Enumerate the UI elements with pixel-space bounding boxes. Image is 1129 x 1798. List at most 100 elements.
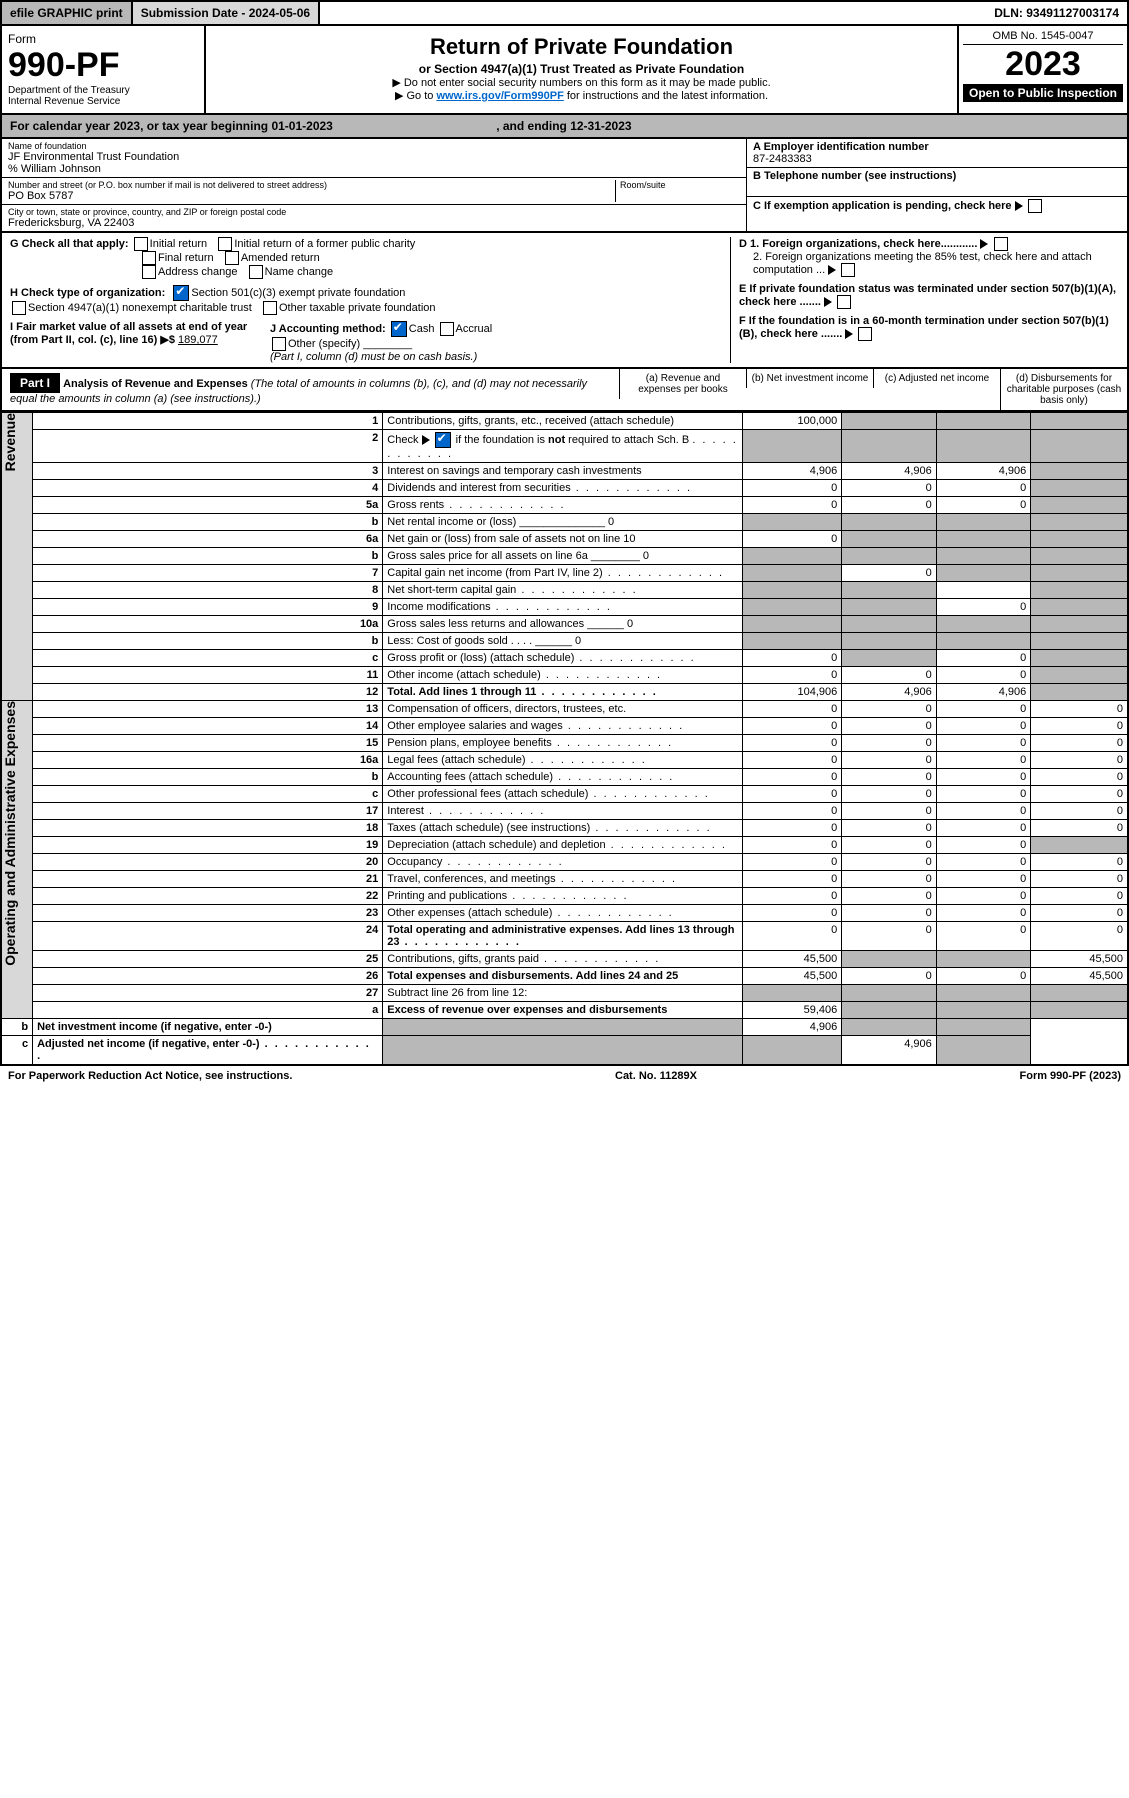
cell-value	[1031, 599, 1128, 616]
table-row: 10aGross sales less returns and allowanc…	[1, 616, 1128, 633]
cb-amended[interactable]	[225, 251, 239, 265]
cell-value: 0	[842, 922, 936, 951]
table-row: 23Other expenses (attach schedule)0000	[1, 905, 1128, 922]
note1: ▶ Do not enter social security numbers o…	[212, 76, 951, 89]
cell-value	[936, 985, 1030, 1002]
cell-value: 4,906	[936, 684, 1030, 701]
ein-row: A Employer identification number87-24833…	[747, 139, 1127, 168]
line-number: b	[1, 1019, 33, 1036]
cell-value: 0	[936, 968, 1030, 985]
cell-value	[1031, 582, 1128, 599]
line-number: 1	[33, 413, 383, 430]
line-number: 18	[33, 820, 383, 837]
line-number: 5a	[33, 497, 383, 514]
cell-value: 0	[936, 837, 1030, 854]
cell-value: 4,906	[743, 1019, 842, 1036]
entity-left: Name of foundationJF Environmental Trust…	[2, 139, 746, 231]
cell-value: 0	[842, 854, 936, 871]
cb-address[interactable]	[142, 265, 156, 279]
cell-value: 0	[842, 752, 936, 769]
cell-value	[936, 430, 1030, 463]
cell-value: 0	[743, 667, 842, 684]
line-number: 24	[33, 922, 383, 951]
cell-value	[936, 951, 1030, 968]
checks-left: G Check all that apply: Initial return I…	[10, 237, 730, 363]
open-inspection: Open to Public Inspection	[963, 84, 1123, 102]
cb-d1[interactable]	[994, 237, 1008, 251]
cb-e[interactable]	[837, 295, 851, 309]
cb-501c3[interactable]	[173, 285, 189, 301]
cb-d2[interactable]	[841, 263, 855, 277]
cell-value: 4,906	[842, 684, 936, 701]
line-number: 26	[33, 968, 383, 985]
cell-value: 0	[842, 701, 936, 718]
revenue-label: Revenue	[1, 413, 33, 701]
cb-initial-former[interactable]	[218, 237, 232, 251]
line-desc: Interest	[383, 803, 743, 820]
cb-initial[interactable]	[134, 237, 148, 251]
table-row: 7Capital gain net income (from Part IV, …	[1, 565, 1128, 582]
line-desc: Adjusted net income (if negative, enter …	[33, 1036, 383, 1066]
cell-value	[842, 599, 936, 616]
table-row: 20Occupancy0000	[1, 854, 1128, 871]
line-desc: Gross profit or (loss) (attach schedule)	[383, 650, 743, 667]
part1-header-row: Part I Analysis of Revenue and Expenses …	[0, 369, 1129, 412]
table-row: 22Printing and publications0000	[1, 888, 1128, 905]
cell-value	[743, 582, 842, 599]
cell-value: 0	[743, 769, 842, 786]
irs-link[interactable]: www.irs.gov/Form990PF	[436, 90, 563, 102]
cell-value	[936, 514, 1030, 531]
cell-value: 0	[743, 854, 842, 871]
cell-value: 0	[743, 480, 842, 497]
line-number: c	[1, 1036, 33, 1066]
cb-name[interactable]	[249, 265, 263, 279]
cell-value	[743, 599, 842, 616]
cell-value	[842, 514, 936, 531]
cell-value	[842, 430, 936, 463]
table-row: aExcess of revenue over expenses and dis…	[1, 1002, 1128, 1019]
main-table: Revenue1Contributions, gifts, grants, et…	[0, 412, 1129, 1066]
line-desc: Legal fees (attach schedule)	[383, 752, 743, 769]
cell-value	[936, 413, 1030, 430]
cb-f[interactable]	[858, 327, 872, 341]
cb-cash[interactable]	[391, 321, 407, 337]
c-row: C If exemption application is pending, c…	[747, 197, 1127, 215]
part1-title: Part I Analysis of Revenue and Expenses …	[2, 369, 619, 409]
city-row: City or town, state or province, country…	[2, 205, 746, 231]
line-desc: Subtract line 26 from line 12:	[383, 985, 743, 1002]
cell-value: 0	[743, 497, 842, 514]
cb-4947[interactable]	[12, 301, 26, 315]
cb-other-method[interactable]	[272, 337, 286, 351]
line-number: 17	[33, 803, 383, 820]
cell-value	[1031, 430, 1128, 463]
line-desc: Income modifications	[383, 599, 743, 616]
cell-value: 0	[743, 871, 842, 888]
cell-value: 0	[743, 718, 842, 735]
line-desc: Excess of revenue over expenses and disb…	[383, 1002, 743, 1019]
arrow-icon	[1015, 201, 1023, 211]
cb-other-tax[interactable]	[263, 301, 277, 315]
cell-value: 4,906	[743, 463, 842, 480]
line-desc: Dividends and interest from securities	[383, 480, 743, 497]
cell-value: 0	[842, 837, 936, 854]
table-row: 25Contributions, gifts, grants paid45,50…	[1, 951, 1128, 968]
line-number: a	[33, 1002, 383, 1019]
cell-value: 0	[1031, 820, 1128, 837]
line-desc: Other expenses (attach schedule)	[383, 905, 743, 922]
cell-value: 0	[743, 803, 842, 820]
line-number: 8	[33, 582, 383, 599]
cell-value	[743, 616, 842, 633]
cb-final[interactable]	[142, 251, 156, 265]
arrow-icon	[980, 239, 988, 249]
line-desc: Travel, conferences, and meetings	[383, 871, 743, 888]
checkbox-c[interactable]	[1028, 199, 1042, 213]
col-d-header: (d) Disbursements for charitable purpose…	[1000, 369, 1127, 410]
cb-accrual[interactable]	[440, 322, 454, 336]
footer: For Paperwork Reduction Act Notice, see …	[0, 1066, 1129, 1086]
table-row: Revenue1Contributions, gifts, grants, et…	[1, 413, 1128, 430]
arrow-icon	[828, 265, 836, 275]
line-desc: Less: Cost of goods sold . . . . ______ …	[383, 633, 743, 650]
table-row: bNet investment income (if negative, ent…	[1, 1019, 1128, 1036]
line-number: 13	[33, 701, 383, 718]
table-row: 3Interest on savings and temporary cash …	[1, 463, 1128, 480]
